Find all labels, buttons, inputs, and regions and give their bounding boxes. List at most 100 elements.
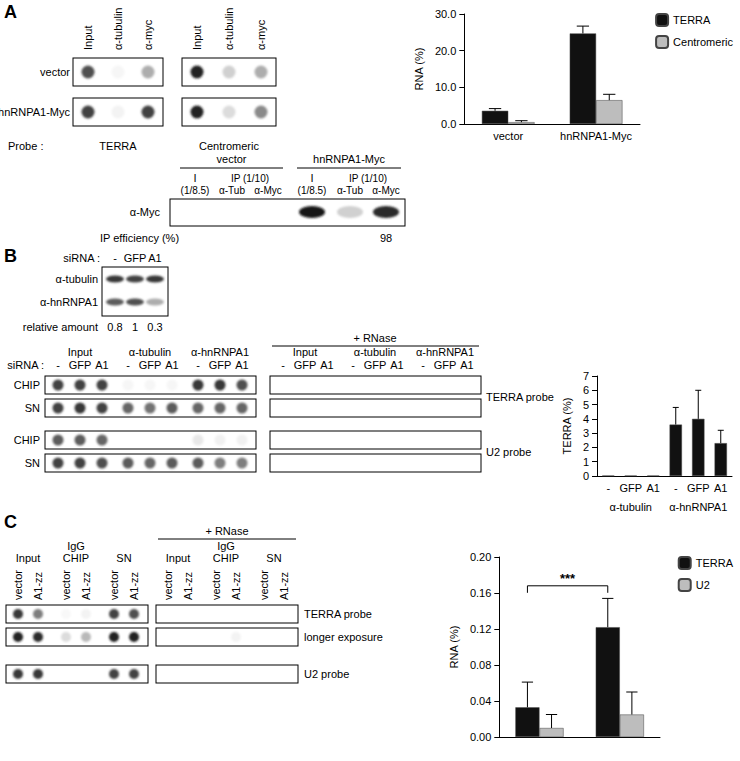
svg-text:0: 0	[583, 470, 589, 482]
svg-text:α-Tub: α-Tub	[337, 185, 363, 196]
svg-text:A1: A1	[390, 359, 403, 371]
svg-text:α-Tub: α-Tub	[219, 185, 245, 196]
svg-text:α-hnRNPA1: α-hnRNPA1	[669, 501, 727, 513]
svg-text:A1: A1	[165, 359, 178, 371]
svg-text:20.0: 20.0	[435, 45, 456, 57]
svg-text:CHIP: CHIP	[14, 434, 40, 446]
svg-text:α-tubulin: α-tubulin	[610, 501, 652, 513]
svg-text:5: 5	[583, 399, 589, 411]
svg-text:RNA (%): RNA (%)	[448, 626, 460, 669]
svg-text:7: 7	[583, 370, 589, 382]
svg-text:1: 1	[132, 321, 138, 333]
svg-text:GFP: GFP	[209, 359, 232, 371]
svg-text:-: -	[351, 359, 355, 371]
svg-text:α-Myc: α-Myc	[372, 185, 399, 196]
svg-text:TERRA: TERRA	[696, 557, 734, 569]
svg-text:vector: vector	[258, 570, 270, 600]
svg-text:Input: Input	[16, 552, 40, 564]
svg-text:GFP: GFP	[124, 252, 147, 264]
svg-text:B: B	[4, 246, 17, 266]
svg-text:I: I	[310, 172, 313, 184]
svg-text:3: 3	[583, 427, 589, 439]
svg-text:α-myc: α-myc	[142, 19, 154, 50]
svg-text:α-Myc: α-Myc	[130, 206, 161, 218]
svg-text:A: A	[4, 2, 17, 22]
svg-text:α-Myc: α-Myc	[254, 185, 281, 196]
svg-text:α-hnRNPA1: α-hnRNPA1	[416, 346, 474, 358]
svg-text:-: -	[196, 359, 200, 371]
svg-text:vector: vector	[60, 570, 72, 600]
svg-text:α-tubulin: α-tubulin	[354, 346, 396, 358]
svg-text:siRNA :: siRNA :	[7, 359, 44, 371]
svg-text:SN: SN	[25, 402, 40, 414]
svg-text:GFP: GFP	[364, 359, 387, 371]
svg-text:IgGCHIP: IgGCHIP	[213, 540, 239, 564]
svg-text:A1-zz: A1-zz	[128, 572, 140, 600]
svg-text:CHIP: CHIP	[14, 379, 40, 391]
svg-text:Centromeric: Centromeric	[673, 36, 733, 48]
svg-text:C: C	[4, 512, 17, 532]
svg-text:α-tubulin: α-tubulin	[129, 346, 171, 358]
svg-text:-: -	[674, 482, 678, 494]
svg-text:SN: SN	[266, 552, 281, 564]
svg-text:+ RNase: + RNase	[205, 525, 248, 537]
svg-text:(1/8.5): (1/8.5)	[181, 185, 210, 196]
svg-text:2: 2	[583, 441, 589, 453]
svg-text:A1-zz: A1-zz	[278, 572, 290, 600]
svg-text:vector: vector	[210, 570, 222, 600]
svg-text:A1: A1	[95, 359, 108, 371]
svg-text:longer exposure: longer exposure	[304, 631, 383, 643]
svg-text:A1: A1	[647, 482, 660, 494]
svg-text:GFP: GFP	[294, 359, 317, 371]
svg-text:1: 1	[583, 456, 589, 468]
svg-text:A1-zz: A1-zz	[80, 572, 92, 600]
svg-text:0.20: 0.20	[470, 551, 491, 563]
svg-text:A1-zz: A1-zz	[182, 572, 194, 600]
svg-text:Input: Input	[68, 346, 92, 358]
svg-text:-: -	[126, 359, 130, 371]
svg-text:α-hnRNPA1: α-hnRNPA1	[191, 346, 249, 358]
svg-text:0.0: 0.0	[441, 118, 456, 130]
svg-text:98: 98	[380, 232, 392, 244]
svg-text:siRNA :: siRNA :	[63, 252, 100, 264]
svg-text:Centromeric: Centromeric	[199, 140, 259, 152]
svg-text:A1: A1	[148, 252, 161, 264]
svg-text:-: -	[421, 359, 425, 371]
svg-text:hnRNPA1-Myc: hnRNPA1-Myc	[560, 130, 632, 142]
svg-text:(1/8.5): (1/8.5)	[298, 185, 327, 196]
svg-text:IP efficiency (%): IP efficiency (%)	[100, 232, 179, 244]
svg-text:GFP: GFP	[434, 359, 457, 371]
svg-text:-: -	[606, 482, 610, 494]
svg-text:0.00: 0.00	[470, 731, 491, 743]
svg-text:GFP: GFP	[687, 482, 710, 494]
svg-text:hnRNPA1-Myc: hnRNPA1-Myc	[0, 106, 70, 118]
svg-text:vector: vector	[40, 66, 70, 78]
svg-text:A1-zz: A1-zz	[32, 572, 44, 600]
svg-text:GFP: GFP	[69, 359, 92, 371]
svg-text:0.16: 0.16	[470, 587, 491, 599]
svg-text:vector: vector	[12, 570, 24, 600]
svg-text:vector: vector	[493, 130, 523, 142]
svg-text:0.3: 0.3	[147, 321, 162, 333]
svg-text:Probe :: Probe :	[8, 140, 43, 152]
svg-text:0.8: 0.8	[107, 321, 122, 333]
svg-text:vector: vector	[108, 570, 120, 600]
svg-text:TERRA probe: TERRA probe	[486, 391, 554, 403]
svg-text:30.0: 30.0	[435, 8, 456, 20]
svg-text:TERRA: TERRA	[99, 140, 137, 152]
svg-text:A1: A1	[235, 359, 248, 371]
svg-text:IgGCHIP: IgGCHIP	[63, 540, 89, 564]
svg-text:I: I	[193, 172, 196, 184]
svg-text:-: -	[113, 252, 117, 264]
svg-text:TERRA: TERRA	[673, 14, 711, 26]
svg-text:α-myc: α-myc	[255, 19, 267, 50]
svg-text:α-tubulin: α-tubulin	[112, 8, 124, 50]
svg-text:Input: Input	[166, 552, 190, 564]
svg-text:IP (1/10): IP (1/10)	[231, 173, 269, 184]
svg-text:GFP: GFP	[619, 482, 642, 494]
svg-text:0.12: 0.12	[470, 623, 491, 635]
svg-text:Input: Input	[191, 26, 203, 50]
svg-text:0.08: 0.08	[470, 659, 491, 671]
svg-text:10.0: 10.0	[435, 81, 456, 93]
svg-text:-: -	[56, 359, 60, 371]
